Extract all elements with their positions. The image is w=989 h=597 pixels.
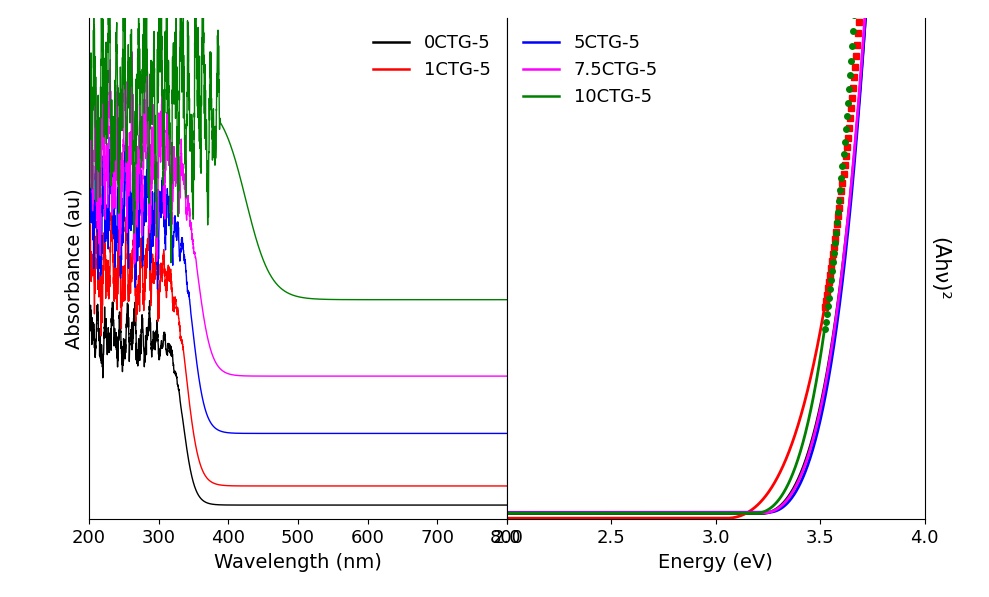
X-axis label: Energy (eV): Energy (eV) xyxy=(659,553,773,572)
Legend: 0CTG-5, 1CTG-5: 0CTG-5, 1CTG-5 xyxy=(366,27,497,87)
X-axis label: Wavelength (nm): Wavelength (nm) xyxy=(214,553,382,572)
Y-axis label: Absorbance (au): Absorbance (au) xyxy=(64,188,83,349)
Legend: 5CTG-5, 7.5CTG-5, 10CTG-5: 5CTG-5, 7.5CTG-5, 10CTG-5 xyxy=(516,27,666,113)
Y-axis label: (Ahν)²: (Ahν)² xyxy=(930,237,949,300)
